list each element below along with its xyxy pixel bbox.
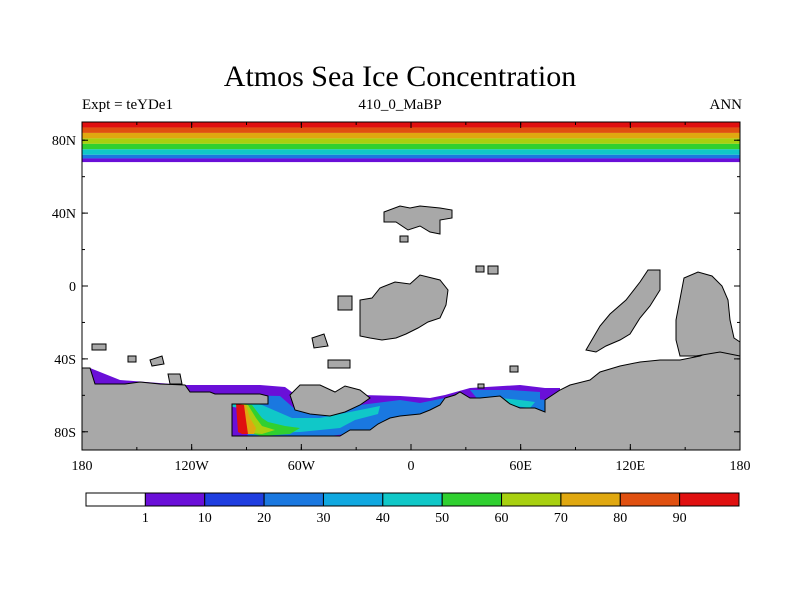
- north-ice-band: [82, 158, 740, 163]
- island-3: [327, 359, 351, 369]
- colorbar-box: [144, 492, 206, 507]
- gondwana-ridge: [383, 205, 453, 235]
- island-9: [149, 355, 165, 367]
- colorbar-label: 1: [142, 511, 149, 526]
- antarctica-west: [81, 341, 741, 451]
- colorbar-label: 30: [316, 511, 330, 526]
- east-arc: [585, 269, 661, 353]
- east-landmass: [675, 271, 741, 357]
- y-tick-label: 80N: [52, 134, 76, 149]
- season-label: ANN: [709, 97, 743, 113]
- island-11: [509, 365, 519, 373]
- north-ice-band: [82, 127, 740, 133]
- island-7: [91, 343, 107, 351]
- colorbar-box: [619, 492, 681, 507]
- x-tick-label: 0: [408, 459, 415, 474]
- north-ice-band: [82, 149, 740, 155]
- island-8: [127, 355, 137, 363]
- colorbar-label: 90: [673, 511, 687, 526]
- x-tick-label: 180: [72, 459, 93, 474]
- experiment-label: Expt = teYDe1: [82, 97, 173, 113]
- colorbar-box: [322, 492, 384, 507]
- island-4: [399, 235, 409, 243]
- north-ice-band: [82, 154, 740, 159]
- colorbar-box: [441, 492, 503, 507]
- x-tick-label: 180: [730, 459, 751, 474]
- gondwana-central: [359, 274, 449, 341]
- colorbar-label: 60: [495, 511, 509, 526]
- chart-title: Atmos Sea Ice Concentration: [223, 60, 577, 93]
- ice-band-90: [236, 404, 248, 434]
- island-6: [487, 265, 499, 275]
- y-tick-label: 40S: [54, 353, 76, 368]
- island-2: [311, 333, 329, 349]
- north-ice-bands: [82, 122, 740, 163]
- island-10: [167, 373, 183, 385]
- x-tick-label: 60W: [288, 459, 316, 474]
- axes: 180 120W 60W 0 60E 120E 180 80N 40N 0 40S 80S: [52, 122, 751, 474]
- colorbar-box: [204, 492, 265, 507]
- y-tick-label: 80S: [54, 426, 76, 441]
- time-label: 410_0_MaBP: [358, 97, 442, 113]
- north-ice-band: [82, 143, 740, 150]
- colorbar-label: 70: [554, 511, 568, 526]
- north-ice-band: [82, 138, 740, 144]
- x-tick-label: 120W: [175, 459, 210, 474]
- colorbar-box: [501, 492, 562, 507]
- island-1: [337, 295, 353, 311]
- colorbar-label: 20: [257, 511, 271, 526]
- colorbar-box: [382, 492, 443, 507]
- north-ice-band: [82, 132, 740, 139]
- colorbar-label: 40: [376, 511, 390, 526]
- antarctica-peninsula: [289, 384, 371, 417]
- colorbar: 1 10 20 30 40 50 60 70 80 90: [85, 492, 740, 526]
- y-tick-label: 40N: [52, 207, 76, 222]
- x-tick-label: 120E: [616, 459, 646, 474]
- x-tick-label: 60E: [509, 459, 532, 474]
- colorbar-label: 10: [198, 511, 212, 526]
- colorbar-label: 80: [613, 511, 627, 526]
- colorbar-box: [85, 492, 146, 507]
- colorbar-label: 50: [435, 511, 449, 526]
- colorbar-box: [263, 492, 324, 507]
- y-tick-label: 0: [69, 280, 76, 295]
- colorbar-box: [560, 492, 621, 507]
- island-12: [477, 383, 485, 389]
- island-5: [475, 265, 485, 273]
- colorbar-box: [679, 492, 740, 507]
- ice-band-east-50: [500, 398, 535, 408]
- land-masses: [81, 205, 741, 451]
